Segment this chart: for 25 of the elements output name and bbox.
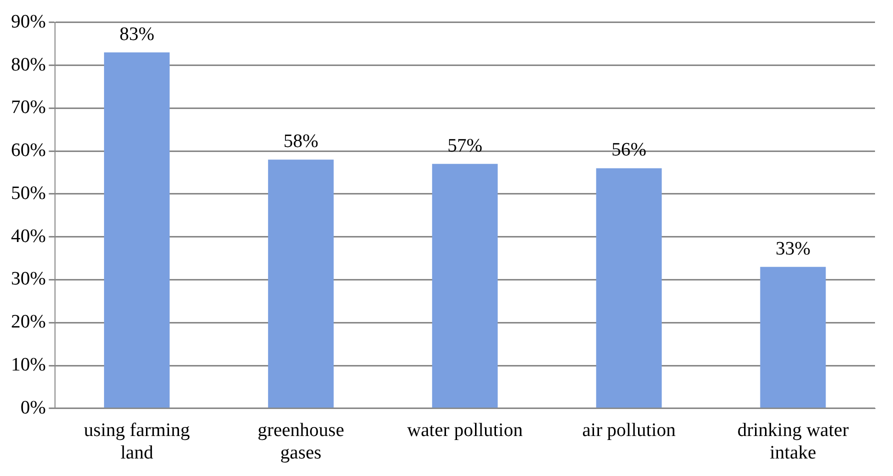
x-tick-label: water pollution [407,420,524,441]
data-label: 58% [283,131,318,152]
y-tick-label: 90% [11,11,46,32]
y-tick-label: 10% [11,354,46,376]
bar [432,164,498,408]
bar [596,168,662,408]
bar [104,52,170,408]
data-label: 57% [448,135,482,156]
y-tick-label: 40% [11,226,46,247]
x-tick-label: greenhouse gases [258,420,344,464]
data-label: 56% [612,140,647,161]
x-tick-label: air pollution [582,420,676,441]
y-tick-label: 70% [11,97,46,118]
y-tick-label: 60% [11,140,46,162]
y-tick-label: 0% [20,397,46,418]
y-tick-label: 20% [11,312,46,333]
data-label: 33% [776,238,811,260]
y-tick-label: 80% [11,54,46,76]
x-tick-label: using farming land [84,420,190,464]
bar [760,266,826,408]
bar [268,160,334,408]
data-label: 83% [119,24,154,45]
x-tick-label: drinking water intake [737,420,850,464]
y-tick-label: 30% [11,268,46,290]
y-tick-label: 50% [11,182,46,204]
